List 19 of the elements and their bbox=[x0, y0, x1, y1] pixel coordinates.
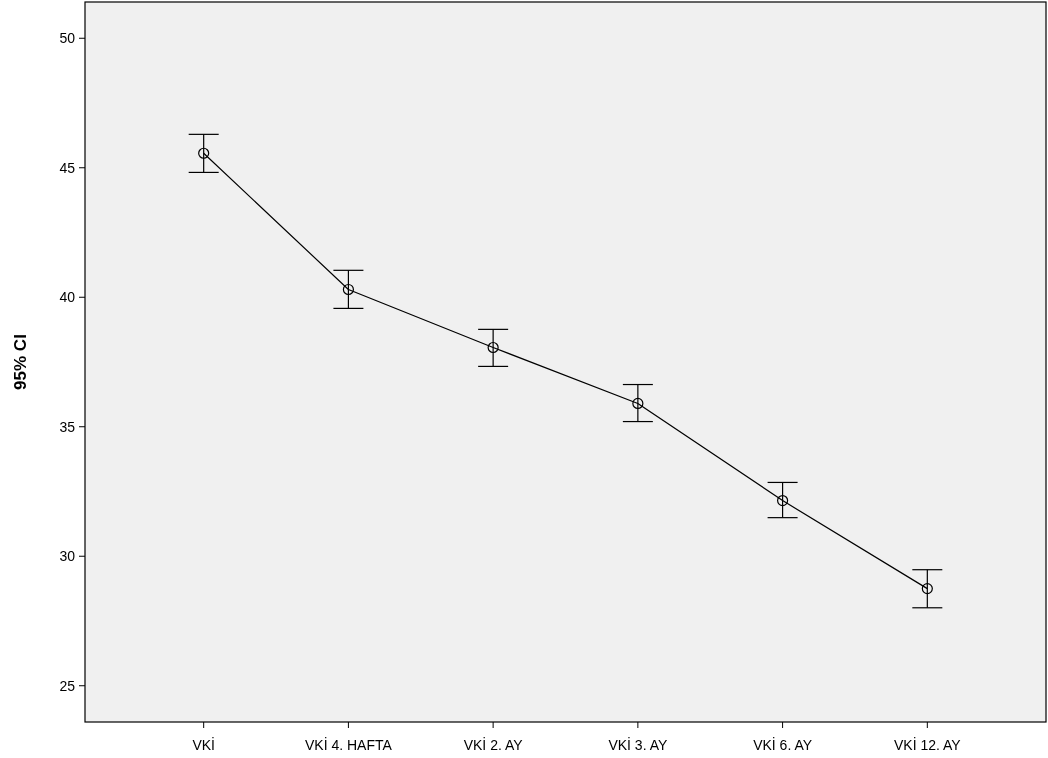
x-tick-label: VKİ 12. AY bbox=[893, 736, 962, 753]
point bbox=[487, 341, 499, 354]
y-tick-label: 25 bbox=[59, 677, 76, 694]
x-tick-label: VKİ bbox=[192, 736, 215, 753]
y-tick-label: 30 bbox=[59, 548, 76, 565]
point bbox=[632, 397, 644, 410]
point bbox=[776, 494, 789, 507]
y-tick-label: 35 bbox=[59, 418, 76, 435]
y-tick-label: 45 bbox=[59, 159, 76, 176]
point bbox=[342, 283, 355, 296]
point bbox=[198, 147, 210, 159]
y-tick-label: 50 bbox=[59, 30, 76, 47]
y-axis-title: 95% CI bbox=[11, 334, 30, 390]
x-tick-label: VKİ 6. AY bbox=[753, 736, 813, 753]
x-tick-label: VKİ 3. AY bbox=[608, 736, 668, 753]
point bbox=[921, 583, 933, 595]
x-tick-label: VKİ 2. AY bbox=[463, 736, 524, 753]
y-tick-label: 40 bbox=[59, 289, 76, 306]
x-tick-label: VKİ 4. HAFTA bbox=[304, 736, 393, 753]
